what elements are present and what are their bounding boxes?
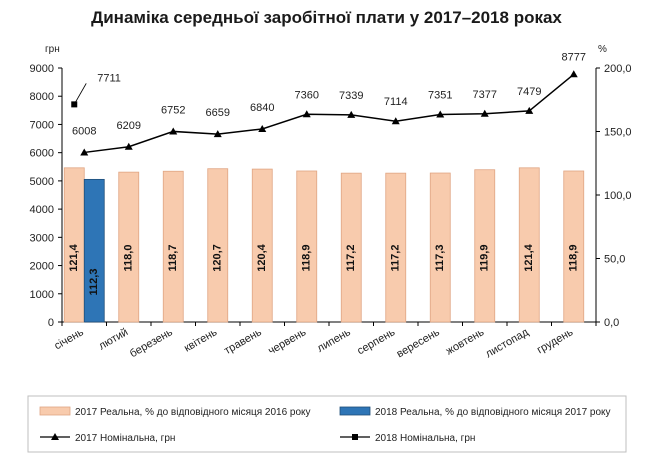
category-label: жовтень [444, 326, 487, 357]
line-2017-nominal [84, 73, 575, 154]
left-tick-label: 5000 [30, 176, 54, 188]
right-tick-label: 50,0 [604, 254, 625, 266]
line-2017-label: 7114 [384, 96, 408, 108]
category-label: грудень [535, 326, 575, 356]
legend-label-2018-real: 2018 Реальна, % до відповідного місяця 2… [375, 407, 611, 418]
bar-2017-real [474, 169, 496, 323]
bar-2018-real [83, 178, 105, 323]
line-2017-label: 7351 [428, 90, 452, 102]
legend-marker-2017-nominal [51, 433, 59, 440]
bar-2017-label: 118,9 [301, 245, 313, 272]
bar-2017-label: 120,7 [212, 244, 224, 272]
line-2017-point [124, 142, 133, 150]
bar-2017-label: 120,4 [256, 243, 268, 271]
legend-frame [27, 395, 627, 453]
left-tick-label: 7000 [30, 119, 54, 131]
bar-2017-label: 121,4 [523, 243, 535, 271]
line-2017-point [525, 106, 534, 114]
line-2017-label: 6008 [72, 125, 96, 137]
bar-2017-real [251, 168, 273, 323]
bar-2017-label: 119,9 [479, 245, 491, 272]
bar-2017-label: 118,9 [568, 245, 580, 272]
line-2017-label: 7479 [517, 86, 541, 98]
left-tick-label: 1000 [30, 289, 54, 301]
category-label: січень [52, 326, 86, 352]
legend-label-2017-nominal: 2017 Номінальна, грн [75, 433, 175, 444]
line-2017-label: 7339 [339, 90, 363, 102]
line-2017-label: 6209 [117, 120, 141, 132]
legend-label-2017-real: 2017 Реальна, % до відповідного місяця 2… [75, 407, 311, 418]
line-2018-label: 7711 [97, 72, 121, 84]
left-tick-label: 3000 [30, 232, 54, 244]
line-2017-label: 7360 [295, 89, 319, 101]
line-2017-label: 8777 [562, 51, 586, 63]
bar-2017-real [296, 170, 318, 323]
category-label: червень [266, 326, 308, 357]
line-2017-point [436, 110, 445, 118]
legend-swatch-2017-real [39, 406, 71, 416]
left-tick-label: 6000 [30, 148, 54, 160]
bar-2018-label: 112,3 [88, 269, 100, 296]
legend-marker-2018-nominal [352, 434, 358, 440]
bar-2017-real [162, 170, 184, 323]
line-2017-point [258, 124, 267, 132]
line-2017-label: 6840 [250, 102, 274, 114]
line-2017-point [169, 127, 178, 135]
bar-2017-label: 121,4 [68, 243, 80, 271]
line-2017-point [347, 110, 356, 118]
category-label: квітень [182, 326, 219, 354]
right-tick-label: 100,0 [604, 190, 632, 202]
bar-2017-real [207, 168, 229, 323]
line-2017-point [80, 148, 89, 156]
left-tick-label: 4000 [30, 204, 54, 216]
bar-2017-real [385, 172, 407, 323]
category-label: вересень [395, 326, 442, 360]
category-label: серпень [355, 326, 397, 357]
line-2017-label: 7377 [473, 89, 497, 101]
category-label: лютий [97, 326, 131, 352]
right-tick-label: 200,0 [604, 63, 632, 75]
legend: 2017 Реальна, % до відповідного місяця 2… [27, 395, 627, 453]
right-tick-label: 0,0 [604, 317, 619, 329]
left-axis-unit: грн [45, 44, 60, 55]
plot-area: 0 1000 2000 3000 4000 5000 6000 7000 8000 9000 0,0… [30, 51, 632, 360]
category-label: листопад [484, 326, 532, 360]
left-tick-label: 8000 [30, 91, 54, 103]
left-tick-label: 0 [48, 317, 54, 329]
line-2017-point [569, 70, 578, 78]
left-tick-label: 9000 [30, 63, 54, 75]
bar-2017-real [429, 172, 451, 323]
bar-2017-real [563, 170, 585, 323]
bar-2017-label: 118,0 [123, 245, 135, 272]
line-2017-label: 6752 [161, 104, 185, 116]
bar-2017-real [518, 167, 540, 323]
legend-swatch-2018-real [339, 406, 371, 416]
line-2017-point [213, 130, 222, 138]
line-2017-point [480, 109, 489, 117]
chart-title: Динаміка середньої заробітної плати у 20… [91, 8, 562, 27]
left-tick-label: 2000 [30, 261, 54, 273]
line-2017-point [391, 117, 400, 125]
bar-2017-label: 117,3 [434, 245, 446, 272]
bar-2017-label: 117,2 [345, 245, 357, 272]
line-2017-label: 6659 [206, 107, 230, 119]
line-2017-point [302, 110, 311, 118]
category-label: липень [315, 326, 353, 355]
bar-2017-label: 118,7 [167, 245, 179, 272]
bar-2017-real [340, 172, 362, 323]
right-axis-unit: % [598, 44, 607, 55]
bar-2017-label: 117,2 [390, 245, 402, 272]
legend-label-2018-nominal: 2018 Номінальна, грн [375, 433, 475, 444]
category-label: травень [222, 326, 264, 357]
line-2018-leader [73, 83, 87, 105]
right-tick-label: 150,0 [604, 127, 632, 139]
category-label: березень [128, 326, 175, 360]
bar-2017-real [118, 171, 140, 323]
